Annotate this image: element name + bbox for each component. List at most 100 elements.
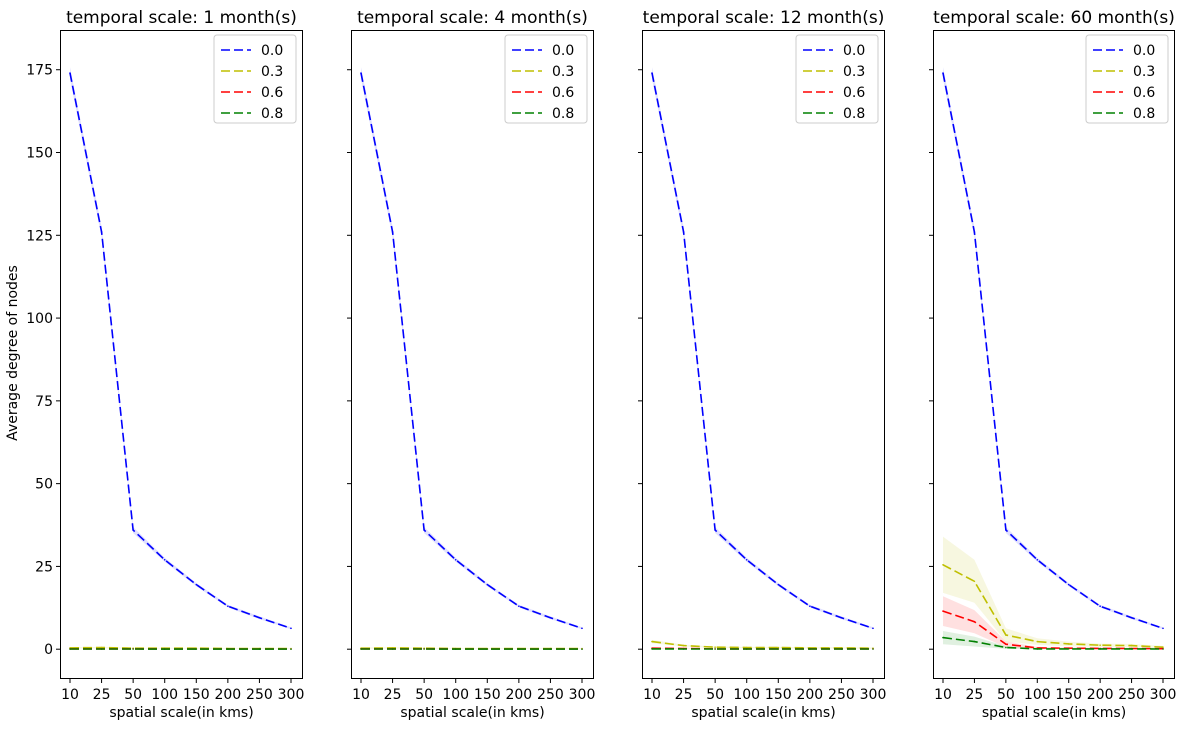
y-tick-label: 150 bbox=[26, 146, 53, 162]
data-point bbox=[974, 641, 976, 643]
x-tick-label: 250 bbox=[246, 687, 273, 703]
data-point bbox=[101, 231, 103, 233]
data-point bbox=[1131, 645, 1133, 647]
data-point bbox=[259, 617, 261, 619]
series-line-0.0 bbox=[652, 73, 873, 628]
x-tick-label: 10 bbox=[934, 687, 952, 703]
legend-label: 0.6 bbox=[1133, 85, 1155, 101]
y-tick-label: 75 bbox=[35, 394, 53, 410]
legend-label: 0.3 bbox=[843, 64, 865, 80]
data-point bbox=[423, 648, 425, 650]
x-tick-label: 10 bbox=[643, 687, 661, 703]
confidence-band-0.0 bbox=[652, 67, 873, 629]
y-tick-label: 0 bbox=[44, 642, 53, 658]
x-axis-label: spatial scale(in kms) bbox=[400, 705, 544, 721]
subplot-title: temporal scale: 12 month(s) bbox=[643, 8, 885, 28]
data-point bbox=[942, 564, 944, 566]
data-point bbox=[714, 648, 716, 650]
y-tick-label: 100 bbox=[26, 311, 53, 327]
data-point bbox=[872, 648, 874, 650]
data-point bbox=[942, 72, 944, 74]
data-point bbox=[69, 72, 71, 74]
data-point bbox=[101, 648, 103, 650]
x-tick-label: 25 bbox=[675, 687, 693, 703]
data-point bbox=[683, 648, 685, 650]
x-tick-label: 250 bbox=[828, 687, 855, 703]
x-tick-label: 150 bbox=[765, 687, 792, 703]
subplot-title: temporal scale: 1 month(s) bbox=[66, 8, 297, 28]
data-point bbox=[392, 231, 394, 233]
confidence-band-0.0 bbox=[70, 67, 291, 629]
data-point bbox=[227, 648, 229, 650]
data-point bbox=[1005, 529, 1007, 531]
x-tick-label: 200 bbox=[214, 687, 241, 703]
data-point bbox=[132, 529, 134, 531]
x-tick-label: 25 bbox=[384, 687, 402, 703]
plot-area bbox=[942, 67, 1164, 650]
data-point bbox=[1099, 648, 1101, 650]
x-tick-label: 250 bbox=[537, 687, 564, 703]
data-point bbox=[290, 648, 292, 650]
legend-label: 0.6 bbox=[552, 85, 574, 101]
data-point bbox=[518, 648, 520, 650]
data-point bbox=[550, 648, 552, 650]
data-point bbox=[392, 648, 394, 650]
legend-label: 0.3 bbox=[552, 64, 574, 80]
x-axis-label: spatial scale(in kms) bbox=[109, 705, 253, 721]
axes-frame bbox=[61, 31, 303, 679]
subplot-title: temporal scale: 60 month(s) bbox=[933, 8, 1175, 28]
data-point bbox=[360, 648, 362, 650]
data-point bbox=[746, 647, 748, 649]
axes-frame bbox=[352, 31, 594, 679]
x-tick-label: 300 bbox=[860, 687, 887, 703]
data-point bbox=[581, 648, 583, 650]
x-tick-label: 300 bbox=[1150, 687, 1177, 703]
x-tick-label: 100 bbox=[733, 687, 760, 703]
data-point bbox=[196, 584, 198, 586]
data-point bbox=[69, 648, 71, 650]
legend-label: 0.0 bbox=[1133, 43, 1155, 59]
data-point bbox=[683, 231, 685, 233]
x-tick-label: 150 bbox=[474, 687, 501, 703]
data-point bbox=[651, 648, 653, 650]
x-tick-label: 50 bbox=[706, 687, 724, 703]
x-tick-label: 150 bbox=[183, 687, 210, 703]
legend-label: 0.0 bbox=[843, 43, 865, 59]
legend-label: 0.3 bbox=[1133, 64, 1155, 80]
legend: 0.00.30.60.8 bbox=[796, 35, 878, 123]
legend-box bbox=[1086, 35, 1168, 123]
data-point bbox=[1099, 644, 1101, 646]
series-line-0.0 bbox=[943, 73, 1163, 628]
data-point bbox=[1131, 617, 1133, 619]
legend-label: 0.6 bbox=[261, 85, 283, 101]
x-tick-label: 300 bbox=[569, 687, 596, 703]
data-point bbox=[974, 231, 976, 233]
x-tick-label: 250 bbox=[1118, 687, 1145, 703]
data-point bbox=[360, 72, 362, 74]
axes-frame bbox=[643, 31, 885, 679]
series-line-0.0 bbox=[361, 73, 582, 628]
y-axis-label: Average degree of nodes bbox=[5, 265, 21, 441]
legend-label: 0.0 bbox=[261, 43, 283, 59]
data-point bbox=[974, 621, 976, 623]
x-tick-label: 200 bbox=[505, 687, 532, 703]
x-tick-label: 25 bbox=[966, 687, 984, 703]
x-axis-label: spatial scale(in kms) bbox=[691, 705, 835, 721]
data-point bbox=[423, 529, 425, 531]
data-point bbox=[1037, 648, 1039, 650]
legend: 0.00.30.60.8 bbox=[214, 35, 296, 123]
x-tick-label: 200 bbox=[1087, 687, 1114, 703]
legend-label: 0.8 bbox=[261, 106, 283, 122]
data-point bbox=[1005, 647, 1007, 649]
data-point bbox=[809, 648, 811, 650]
data-point bbox=[581, 628, 583, 630]
x-tick-label: 200 bbox=[796, 687, 823, 703]
x-axis-label: spatial scale(in kms) bbox=[982, 705, 1126, 721]
legend-label: 0.8 bbox=[552, 106, 574, 122]
plot-area bbox=[69, 67, 292, 650]
x-tick-label: 100 bbox=[442, 687, 469, 703]
